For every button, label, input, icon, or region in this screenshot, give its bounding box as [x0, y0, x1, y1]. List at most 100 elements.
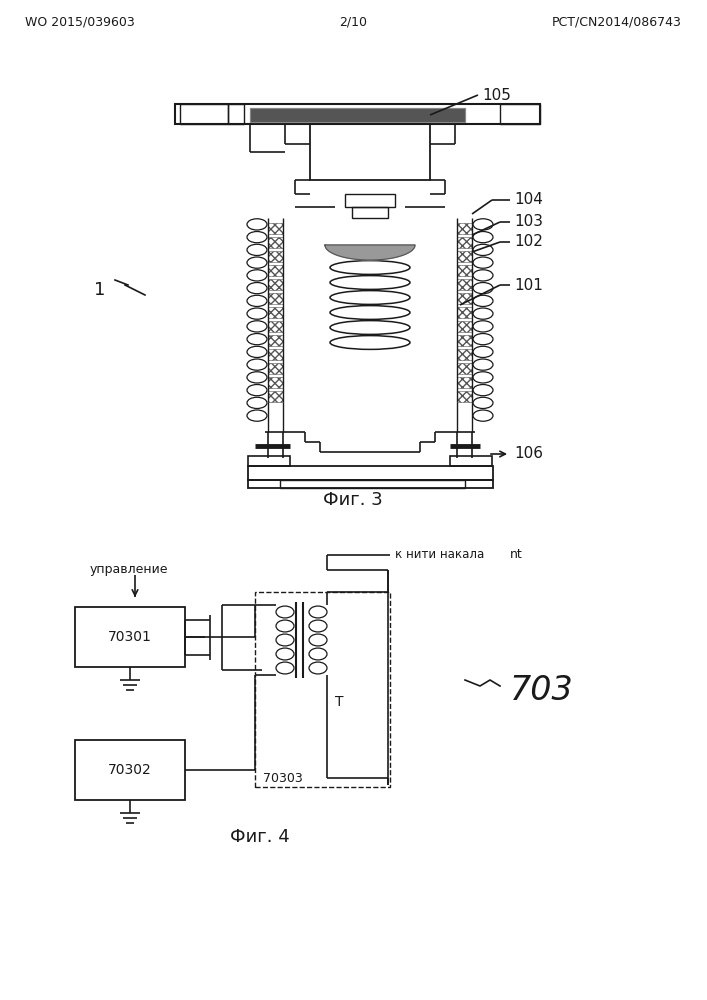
Ellipse shape	[330, 336, 410, 349]
Bar	[457, 293, 472, 304]
Ellipse shape	[309, 620, 327, 632]
Text: 1: 1	[94, 281, 105, 299]
Bar	[268, 223, 283, 234]
Ellipse shape	[247, 359, 267, 370]
Bar	[345, 194, 395, 207]
Bar	[268, 391, 283, 402]
Text: 104: 104	[514, 192, 543, 208]
Ellipse shape	[247, 397, 267, 408]
Ellipse shape	[247, 244, 267, 255]
Bar	[268, 293, 283, 304]
Bar	[268, 307, 283, 318]
Ellipse shape	[330, 291, 410, 304]
Ellipse shape	[247, 321, 267, 332]
Bar	[180, 104, 228, 124]
Ellipse shape	[473, 244, 493, 255]
Bar	[310, 124, 430, 180]
Ellipse shape	[276, 620, 294, 632]
Bar	[352, 207, 388, 218]
Bar	[228, 104, 244, 124]
Bar	[268, 349, 283, 360]
Ellipse shape	[247, 295, 267, 306]
Bar	[248, 480, 493, 488]
Bar	[457, 265, 472, 276]
Ellipse shape	[309, 662, 327, 674]
Ellipse shape	[247, 385, 267, 396]
Bar	[250, 108, 465, 122]
Text: 105: 105	[482, 88, 511, 103]
Ellipse shape	[473, 232, 493, 243]
Ellipse shape	[247, 334, 267, 345]
Bar	[500, 104, 540, 124]
Ellipse shape	[473, 295, 493, 306]
Bar	[457, 377, 472, 388]
Text: 103: 103	[514, 215, 543, 230]
Ellipse shape	[473, 270, 493, 281]
Bar	[457, 321, 472, 332]
Ellipse shape	[247, 372, 267, 383]
Ellipse shape	[473, 359, 493, 370]
Ellipse shape	[473, 385, 493, 396]
Bar	[280, 480, 465, 488]
Ellipse shape	[276, 606, 294, 618]
Bar	[175, 104, 540, 124]
Bar	[457, 335, 472, 346]
Ellipse shape	[330, 321, 410, 334]
Ellipse shape	[473, 219, 493, 230]
Bar	[268, 251, 283, 262]
Ellipse shape	[247, 283, 267, 294]
Bar	[457, 223, 472, 234]
Text: 102: 102	[514, 234, 543, 249]
Text: 2/10: 2/10	[339, 15, 367, 28]
Ellipse shape	[473, 346, 493, 357]
Ellipse shape	[473, 321, 493, 332]
Ellipse shape	[247, 308, 267, 319]
Ellipse shape	[473, 372, 493, 383]
Bar	[75, 607, 185, 667]
Bar	[268, 335, 283, 346]
Bar	[457, 279, 472, 290]
Ellipse shape	[330, 306, 410, 319]
Ellipse shape	[247, 270, 267, 281]
Ellipse shape	[247, 346, 267, 357]
Ellipse shape	[473, 397, 493, 408]
Ellipse shape	[247, 257, 267, 268]
Ellipse shape	[276, 648, 294, 660]
Bar	[268, 265, 283, 276]
Ellipse shape	[276, 634, 294, 646]
Text: Фиг. 3: Фиг. 3	[323, 491, 383, 509]
Ellipse shape	[309, 634, 327, 646]
Ellipse shape	[473, 410, 493, 421]
Bar	[457, 237, 472, 248]
Text: WO 2015/039603: WO 2015/039603	[25, 15, 135, 28]
Bar	[457, 391, 472, 402]
Bar	[268, 377, 283, 388]
Text: T: T	[335, 695, 344, 709]
Bar	[457, 307, 472, 318]
Ellipse shape	[247, 232, 267, 243]
Ellipse shape	[473, 257, 493, 268]
Bar	[268, 279, 283, 290]
Text: Фиг. 4: Фиг. 4	[230, 828, 290, 846]
Ellipse shape	[473, 334, 493, 345]
Polygon shape	[325, 245, 415, 260]
Text: 70303: 70303	[263, 772, 303, 784]
Bar	[75, 740, 185, 800]
Bar	[250, 108, 465, 122]
Bar	[457, 349, 472, 360]
Bar	[457, 251, 472, 262]
Text: управление: управление	[90, 564, 168, 576]
Text: 70301: 70301	[108, 630, 152, 644]
Bar	[268, 237, 283, 248]
Bar	[255, 592, 390, 787]
Ellipse shape	[330, 276, 410, 289]
Text: PCT/CN2014/086743: PCT/CN2014/086743	[552, 15, 682, 28]
Bar	[268, 321, 283, 332]
Ellipse shape	[330, 261, 410, 274]
Text: 703: 703	[510, 674, 574, 706]
Bar	[450, 456, 492, 466]
Bar	[457, 363, 472, 374]
Bar	[248, 466, 493, 480]
Ellipse shape	[247, 410, 267, 421]
Bar	[248, 456, 290, 466]
